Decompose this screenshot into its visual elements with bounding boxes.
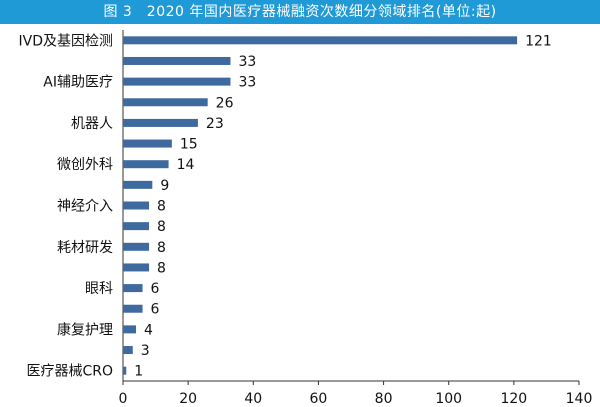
bar [123, 263, 150, 272]
bar [123, 366, 127, 375]
data-label: 15 [180, 137, 198, 153]
data-label: 8 [157, 219, 166, 235]
x-tick-label: 40 [244, 391, 262, 407]
x-tick-label: 120 [500, 391, 527, 407]
bars [123, 36, 518, 375]
category-labels: IVD及基因检测 AI辅助医疗机器人微创外科神经介入耗材研发眼科康复护理医疗器械C… [19, 32, 114, 379]
data-label: 8 [157, 240, 166, 256]
data-label: 1 [134, 364, 143, 380]
bar [123, 304, 143, 313]
bar [123, 139, 172, 148]
x-tick-label: 140 [566, 391, 593, 407]
x-tick-label: 60 [310, 391, 328, 407]
data-label: 14 [177, 157, 195, 173]
data-label: 33 [238, 75, 256, 91]
bar [123, 36, 518, 45]
bar [123, 201, 150, 210]
bar [123, 325, 137, 334]
data-label: 6 [151, 302, 160, 318]
x-axis: 0 20 40 60 80 100 120 140 [119, 380, 593, 407]
category-label: AI辅助医疗 [43, 75, 113, 91]
category-label: 神经介入 [57, 199, 113, 215]
category-label: 医疗器械CRO [26, 364, 113, 380]
category-label: 康复护理 [57, 321, 113, 338]
data-label: 8 [157, 199, 166, 215]
bar [123, 346, 133, 355]
data-label: 33 [238, 54, 256, 70]
data-label: 23 [206, 116, 224, 132]
bar [123, 56, 231, 65]
data-label: 9 [160, 178, 169, 194]
data-label: 4 [144, 322, 153, 338]
bar [123, 180, 153, 189]
category-label: 眼科 [85, 281, 113, 297]
data-label: 26 [216, 95, 234, 111]
bar [123, 160, 169, 169]
chart-title: 图 3 2020 年国内医疗器械融资次数细分领域排名(单位:起) [0, 0, 600, 24]
data-label: 3 [141, 343, 150, 359]
x-tick-label: 100 [435, 391, 462, 407]
category-label: IVD及基因检测 [19, 32, 114, 49]
x-tick-label: 80 [375, 391, 393, 407]
data-label: 8 [157, 260, 166, 276]
category-label: 微创外科 [57, 157, 113, 173]
x-tick-label: 0 [119, 391, 128, 407]
bar [123, 77, 231, 86]
bar [123, 118, 198, 127]
data-label: 6 [151, 281, 160, 297]
category-label: 机器人 [71, 116, 113, 132]
category-label: 耗材研发 [57, 240, 113, 256]
bar [123, 284, 143, 293]
bar [123, 98, 208, 107]
bar [123, 242, 150, 251]
bar [123, 222, 150, 231]
data-label: 121 [525, 33, 552, 49]
x-tick-label: 20 [179, 391, 197, 407]
